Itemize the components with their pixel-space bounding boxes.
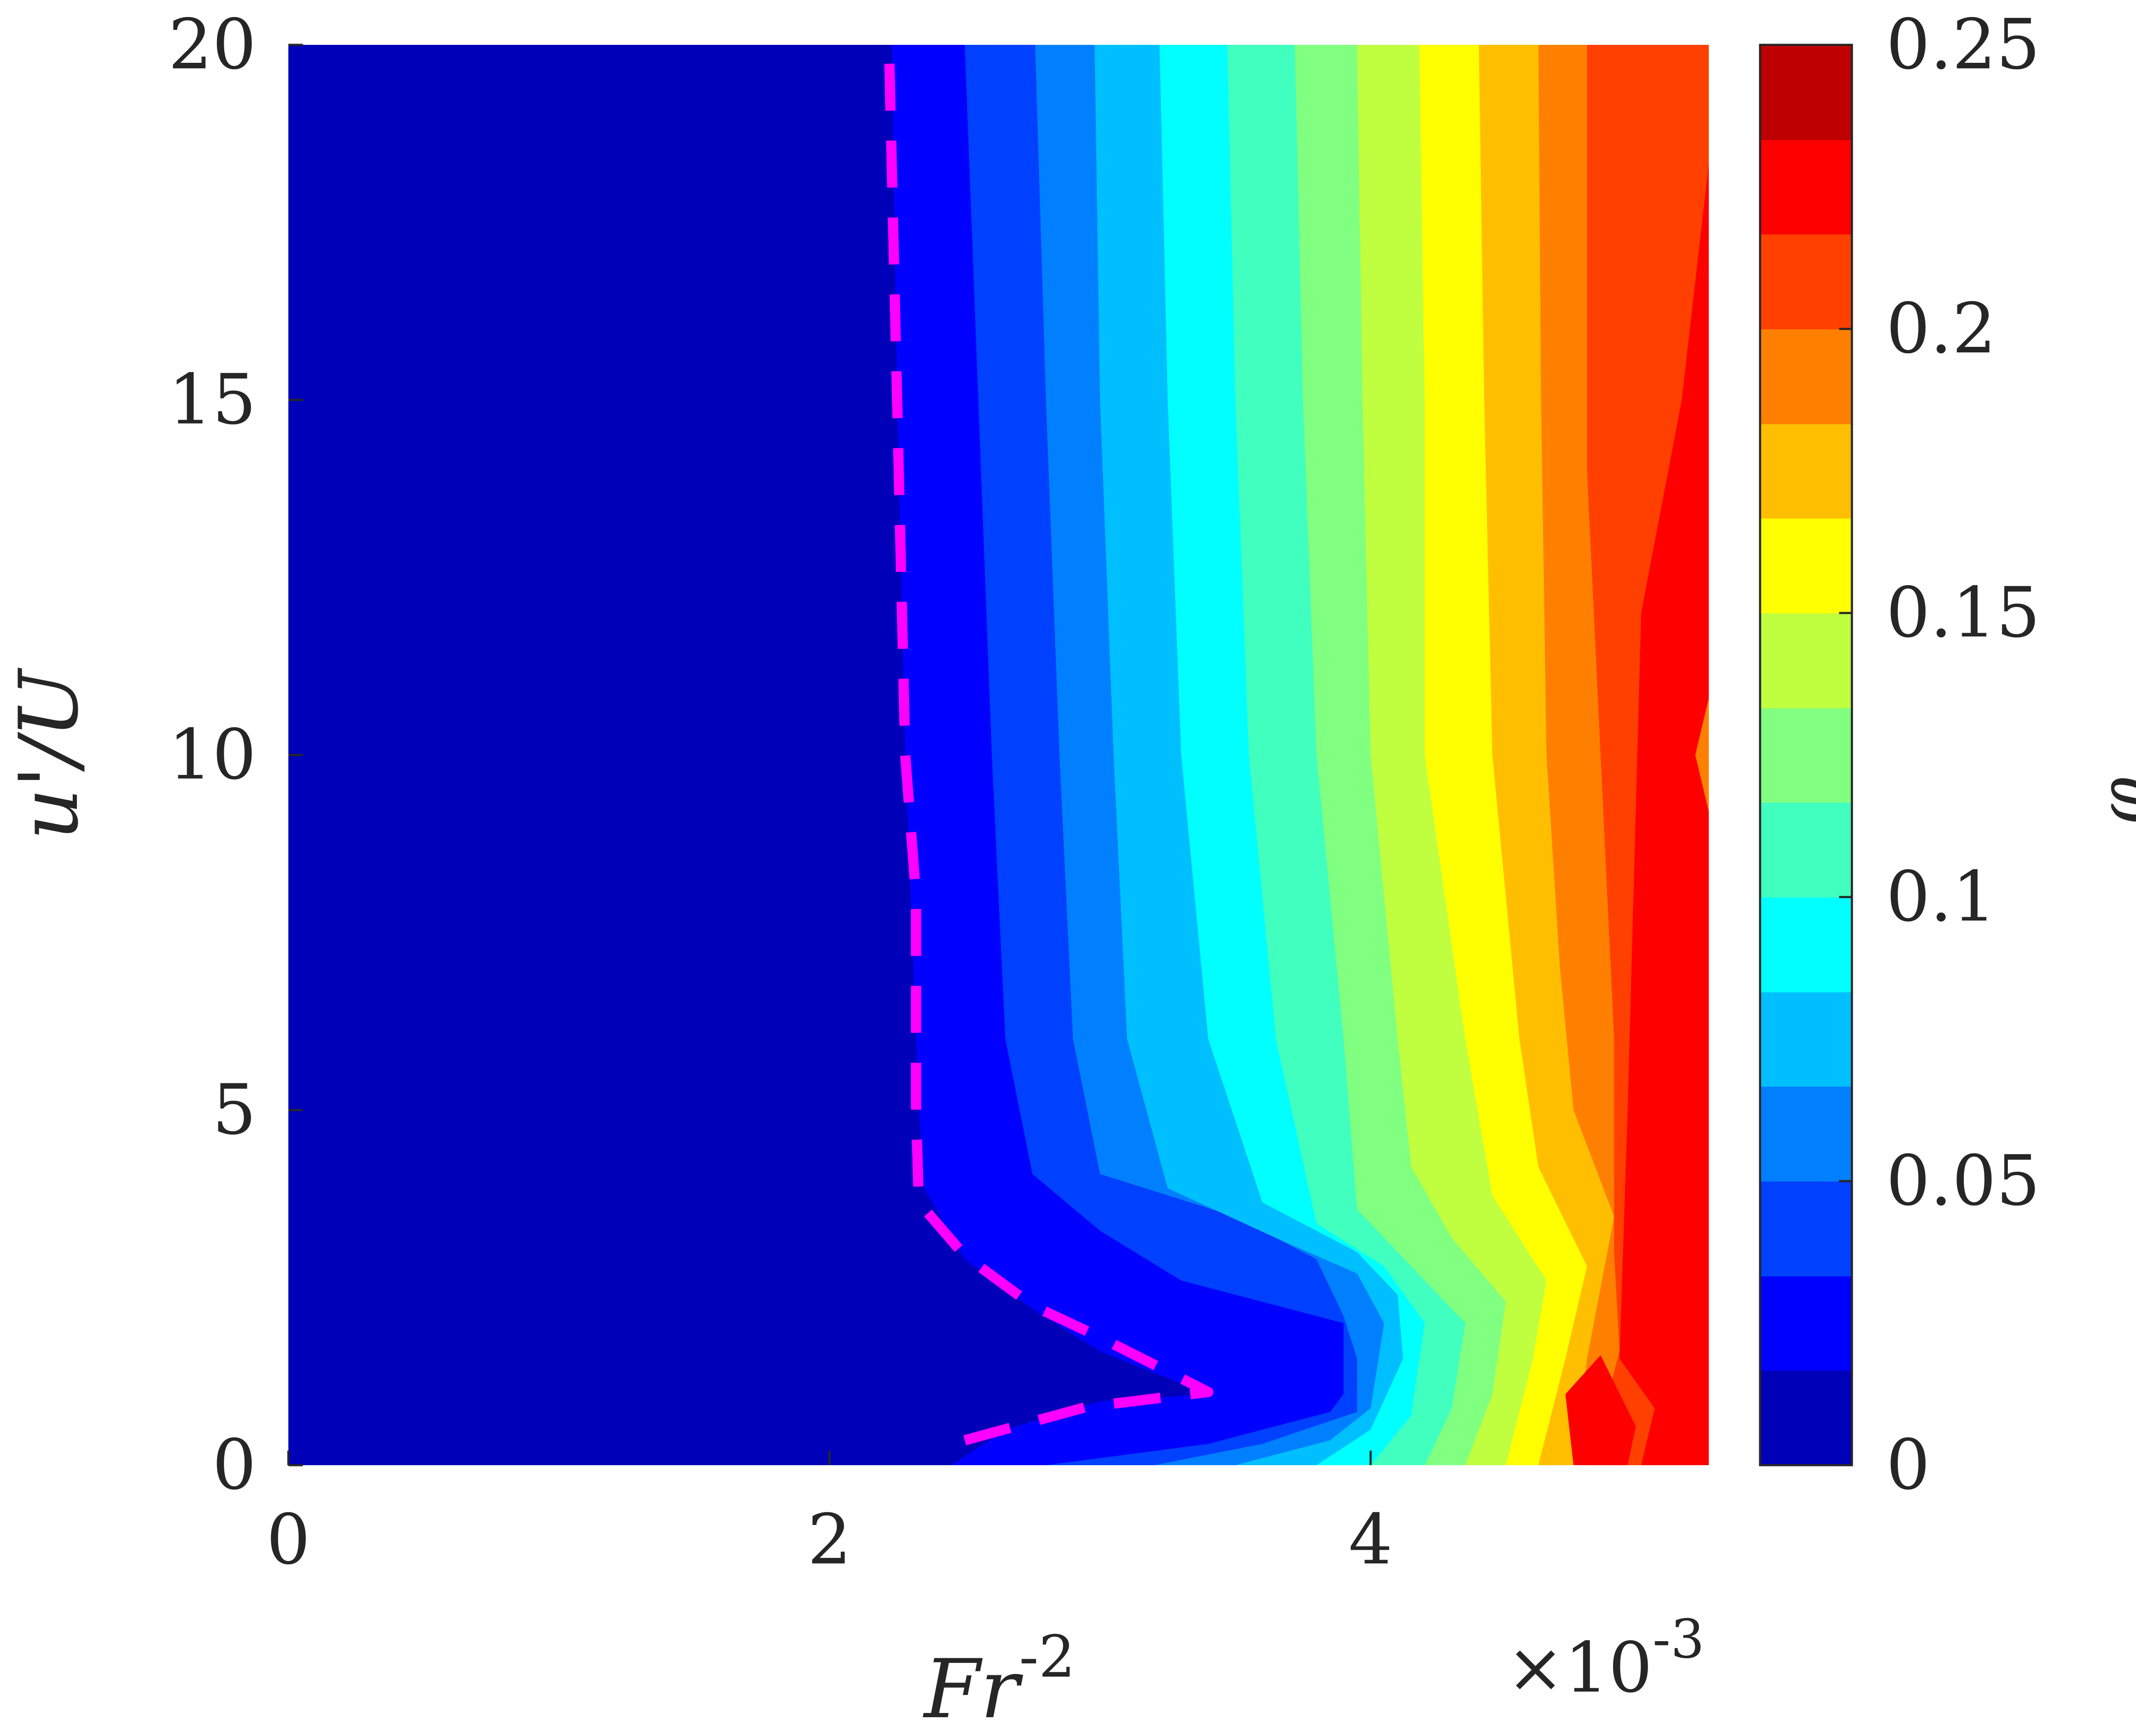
contour-pocket-low (1565, 1355, 1636, 1465)
colorbar-swatch (1760, 234, 1852, 329)
colorbar-tick-label: 0.2 (1886, 289, 1996, 369)
y-tick-label: 20 (168, 5, 256, 85)
colorbar-tick-label: 0.1 (1886, 857, 1996, 937)
colorbar-swatch (1760, 897, 1852, 993)
colorbar-swatch (1760, 1181, 1852, 1277)
y-axis-ticks: 0 5 10 15 20 (168, 5, 303, 1505)
colorbar-swatch (1760, 424, 1852, 519)
colorbar-swatch (1760, 45, 1852, 141)
colorbar-tick-label: 0.15 (1886, 573, 2040, 653)
colorbar-swatch (1760, 802, 1852, 897)
colorbar-tick-label: 0 (1886, 1425, 1930, 1505)
colorbar-swatch (1760, 518, 1852, 613)
colorbar-tick-label: 0.05 (1886, 1141, 2040, 1221)
colorbar-swatch (1760, 1370, 1852, 1466)
x-tick-label: 4 (1349, 1500, 1393, 1580)
x-axis-multiplier-base: ×10 (1506, 1628, 1652, 1708)
threshold-dashed-line (884, 45, 1214, 1446)
x-tick-label: 2 (807, 1500, 851, 1580)
colorbar-swatch (1760, 140, 1852, 235)
y-tick-label: 15 (168, 360, 256, 440)
plot-area (288, 45, 1709, 1465)
y-tick-label: 0 (212, 1425, 256, 1505)
x-tick-label: 0 (266, 1500, 310, 1580)
x-axis-label: Fr-2 (923, 1623, 1075, 1734)
x-axis-multiplier: ×10-3 (1506, 1608, 1705, 1708)
colorbar-swatch (1760, 1276, 1852, 1371)
colorbar-label-subscript: avg (2117, 685, 2136, 777)
contour-pocket-edge (1695, 698, 1709, 812)
colorbar-swatch (1760, 708, 1852, 803)
contour-band-13 (1620, 163, 1709, 1465)
x-axis-multiplier-exponent: -3 (1652, 1608, 1705, 1670)
colorbar-swatch (1760, 613, 1852, 709)
colorbar-swatch (1760, 329, 1852, 425)
x-axis-label-base: Fr (923, 1642, 1024, 1734)
colorbar: 0 0.05 0.1 0.15 0.2 0.25 (1759, 5, 2040, 1505)
colorbar-label-symbol: φ (2083, 777, 2136, 825)
y-tick-label: 5 (212, 1070, 256, 1150)
colorbar-swatch (1760, 1086, 1852, 1182)
threshold-layer (884, 45, 1214, 1446)
x-axis-label-exponent: -2 (1019, 1623, 1076, 1690)
x-axis-ticks: 0 2 4 (266, 1451, 1393, 1580)
colorbar-tick-label: 0.25 (1886, 5, 2040, 85)
y-axis-label: u'/U (2, 667, 96, 840)
colorbar-label: φavg (2083, 685, 2136, 825)
colorbar-swatch (1760, 992, 1852, 1087)
y-tick-label: 10 (168, 715, 256, 795)
colorbar-frame (1759, 44, 1853, 1466)
